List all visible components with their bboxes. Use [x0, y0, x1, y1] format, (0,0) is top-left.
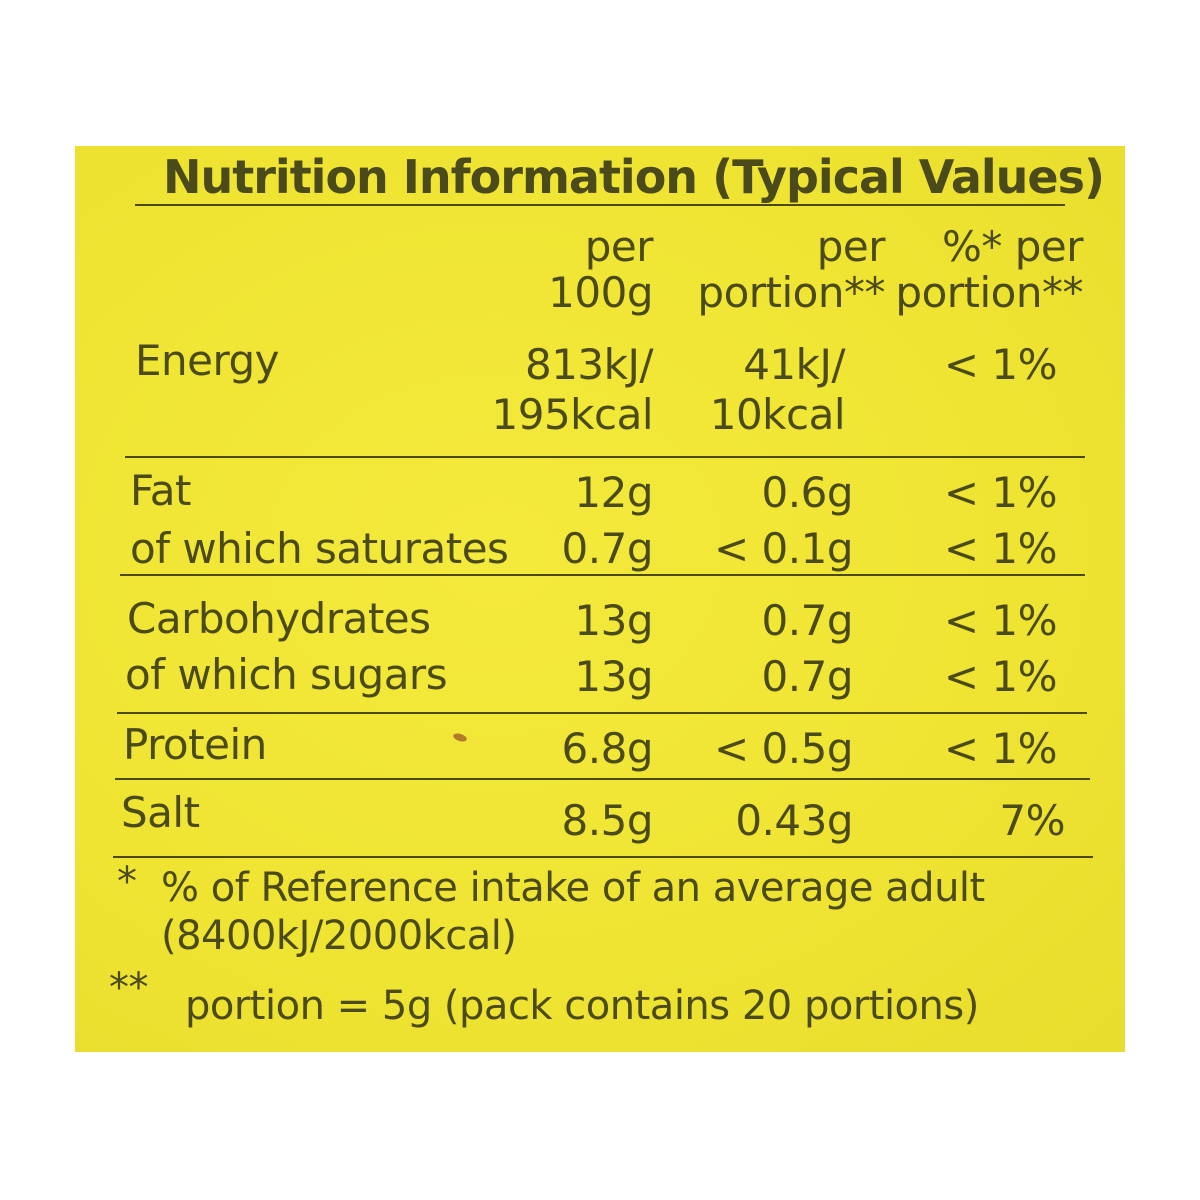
- divider-protein: [115, 778, 1090, 780]
- divider-salt: [113, 856, 1093, 858]
- header-percent-per-portion: %* per portion**: [895, 222, 1083, 317]
- divider-carbohydrates: [117, 712, 1087, 714]
- row-label-fat: Fat: [130, 466, 192, 515]
- salt-per-portion: 0.43g: [735, 796, 853, 845]
- header-per-100g: per 100g: [548, 222, 653, 317]
- footnote-mark-double-star: **: [109, 965, 149, 1011]
- table-title: Nutrition Information (Typical Values): [163, 150, 1105, 204]
- row-label-sugars: of which sugars: [125, 650, 448, 699]
- divider-fat: [120, 574, 1085, 576]
- energy-per-portion: 41kJ/10kcal: [709, 340, 846, 439]
- footnote-mark-star: *: [117, 859, 137, 905]
- carbohydrates-per-100g: 13g: [574, 596, 653, 645]
- row-label-energy: Energy: [135, 336, 280, 385]
- sugars-per-portion: 0.7g: [761, 652, 854, 701]
- row-label-saturates: of which saturates: [130, 524, 509, 573]
- footnote-portion-size: portion = 5g (pack contains 20 portions): [185, 983, 979, 1029]
- protein-percent: < 1%: [943, 724, 1058, 773]
- sugars-percent: < 1%: [943, 652, 1058, 701]
- salt-per-100g: 8.5g: [561, 796, 654, 845]
- protein-per-portion: < 0.5g: [714, 724, 854, 773]
- saturates-per-100g: 0.7g: [561, 524, 654, 573]
- fat-per-100g: 12g: [574, 468, 653, 517]
- title-rule: [135, 204, 1065, 206]
- salt-percent: 7%: [999, 796, 1065, 845]
- energy-percent: < 1%: [943, 340, 1058, 389]
- saturates-percent: < 1%: [943, 524, 1058, 573]
- row-label-carbohydrates: Carbohydrates: [127, 594, 431, 643]
- fat-percent: < 1%: [943, 468, 1058, 517]
- label-speck: [452, 732, 468, 743]
- row-label-salt: Salt: [121, 788, 200, 837]
- saturates-per-portion: < 0.1g: [714, 524, 854, 573]
- energy-per-100g: 813kJ/195kcal: [491, 340, 654, 439]
- row-label-protein: Protein: [123, 720, 267, 769]
- divider-energy: [125, 456, 1085, 458]
- carbohydrates-per-portion: 0.7g: [761, 596, 854, 645]
- sugars-per-100g: 13g: [574, 652, 653, 701]
- nutrition-label: Nutrition Information (Typical Values) p…: [75, 146, 1125, 1052]
- fat-per-portion: 0.6g: [761, 468, 854, 517]
- carbohydrates-percent: < 1%: [943, 596, 1058, 645]
- protein-per-100g: 6.8g: [561, 724, 654, 773]
- footnote-reference-intake: % of Reference intake of an average adul…: [161, 865, 985, 959]
- header-per-portion: per portion**: [697, 222, 885, 317]
